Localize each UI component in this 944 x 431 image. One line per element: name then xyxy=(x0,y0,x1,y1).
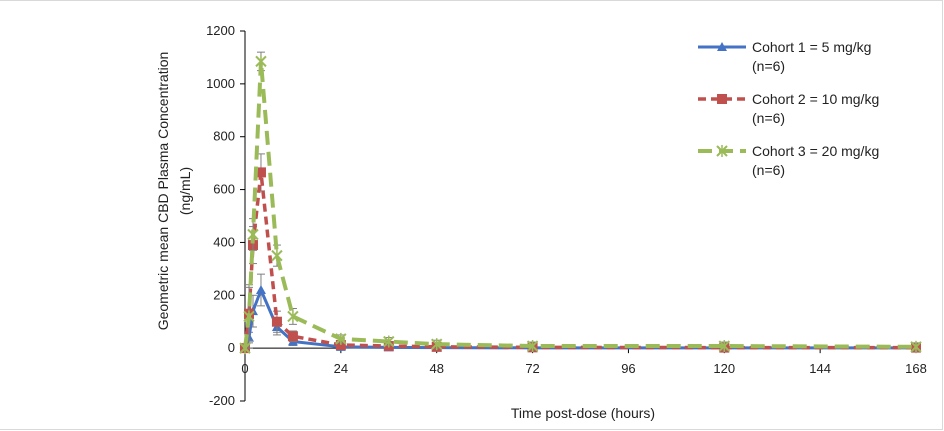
data-point xyxy=(335,339,346,350)
y-axis-title-line-2: (ng/mL) xyxy=(177,167,193,215)
y-axis-title: Geometric mean CBD Plasma Concentration … xyxy=(155,52,193,331)
x-tick-label: 48 xyxy=(429,361,443,376)
data-point xyxy=(271,316,282,327)
y-tick-label: -200 xyxy=(209,393,235,408)
data-point xyxy=(526,340,539,353)
legend-label: Cohort 1 = 5 mg/kg xyxy=(752,39,871,55)
y-tick-label: 400 xyxy=(213,234,235,249)
legend-swatch-marker xyxy=(716,145,728,157)
data-point xyxy=(287,331,298,342)
data-point xyxy=(718,340,730,353)
legend-label-n: (n=6) xyxy=(752,58,785,74)
legend-swatch-marker xyxy=(717,42,727,51)
series-2-line xyxy=(243,170,916,350)
legend-label-n: (n=6) xyxy=(752,162,785,178)
y-tick-label: 1200 xyxy=(206,23,235,38)
legend-label: Cohort 2 = 10 mg/kg xyxy=(752,91,879,107)
legend-label-n: (n=6) xyxy=(752,110,785,126)
y-axis-title-line-1: Geometric mean CBD Plasma Concentration xyxy=(155,52,171,331)
x-tick-label: 168 xyxy=(905,361,927,376)
legend: Cohort 1 = 5 mg/kg(n=6)Cohort 2 = 10 mg/… xyxy=(698,39,879,178)
data-point xyxy=(243,310,255,323)
axes: -200 0 200 400 600 800 1000 1200 0 24 48 72 96 120 144… xyxy=(206,23,927,408)
series-layer xyxy=(239,51,922,355)
y-tick-label: 600 xyxy=(213,182,235,197)
data-point xyxy=(255,285,266,294)
data-point xyxy=(271,249,283,262)
series-3 xyxy=(239,51,922,355)
x-tick-label: 120 xyxy=(713,361,735,376)
series-3-line xyxy=(243,59,917,349)
data-point xyxy=(287,310,299,323)
data-point xyxy=(255,167,266,178)
legend-item-1: Cohort 1 = 5 mg/kg (n=6) xyxy=(698,39,871,74)
data-point xyxy=(910,340,922,353)
legend-item-2: Cohort 2 = 10 mg/kg (n=6) xyxy=(698,91,879,126)
data-point xyxy=(431,338,443,351)
x-tick-label: 144 xyxy=(809,361,831,376)
legend-swatch-marker xyxy=(717,94,727,104)
y-tick-label: 1000 xyxy=(206,76,235,91)
x-axis-title: Time post-dose (hours) xyxy=(511,405,655,421)
x-tick-label: 96 xyxy=(621,361,635,376)
data-point xyxy=(383,335,395,348)
y-tick-label: 800 xyxy=(213,129,235,144)
series-2 xyxy=(240,153,921,354)
series-1-line xyxy=(243,288,916,350)
x-tick-label: 24 xyxy=(334,361,348,376)
data-point xyxy=(239,342,251,355)
x-tick-label: 0 xyxy=(241,361,248,376)
legend-label: Cohort 3 = 20 mg/kg xyxy=(752,143,879,159)
data-point xyxy=(335,332,347,345)
legend-item-3: Cohort 3 = 20 mg/kg (n=6) xyxy=(698,143,879,178)
x-tick-label: 72 xyxy=(525,361,539,376)
y-tick-label: 0 xyxy=(228,340,235,355)
data-point xyxy=(255,55,267,68)
data-point xyxy=(247,228,259,241)
y-tick-label: 200 xyxy=(213,287,235,302)
